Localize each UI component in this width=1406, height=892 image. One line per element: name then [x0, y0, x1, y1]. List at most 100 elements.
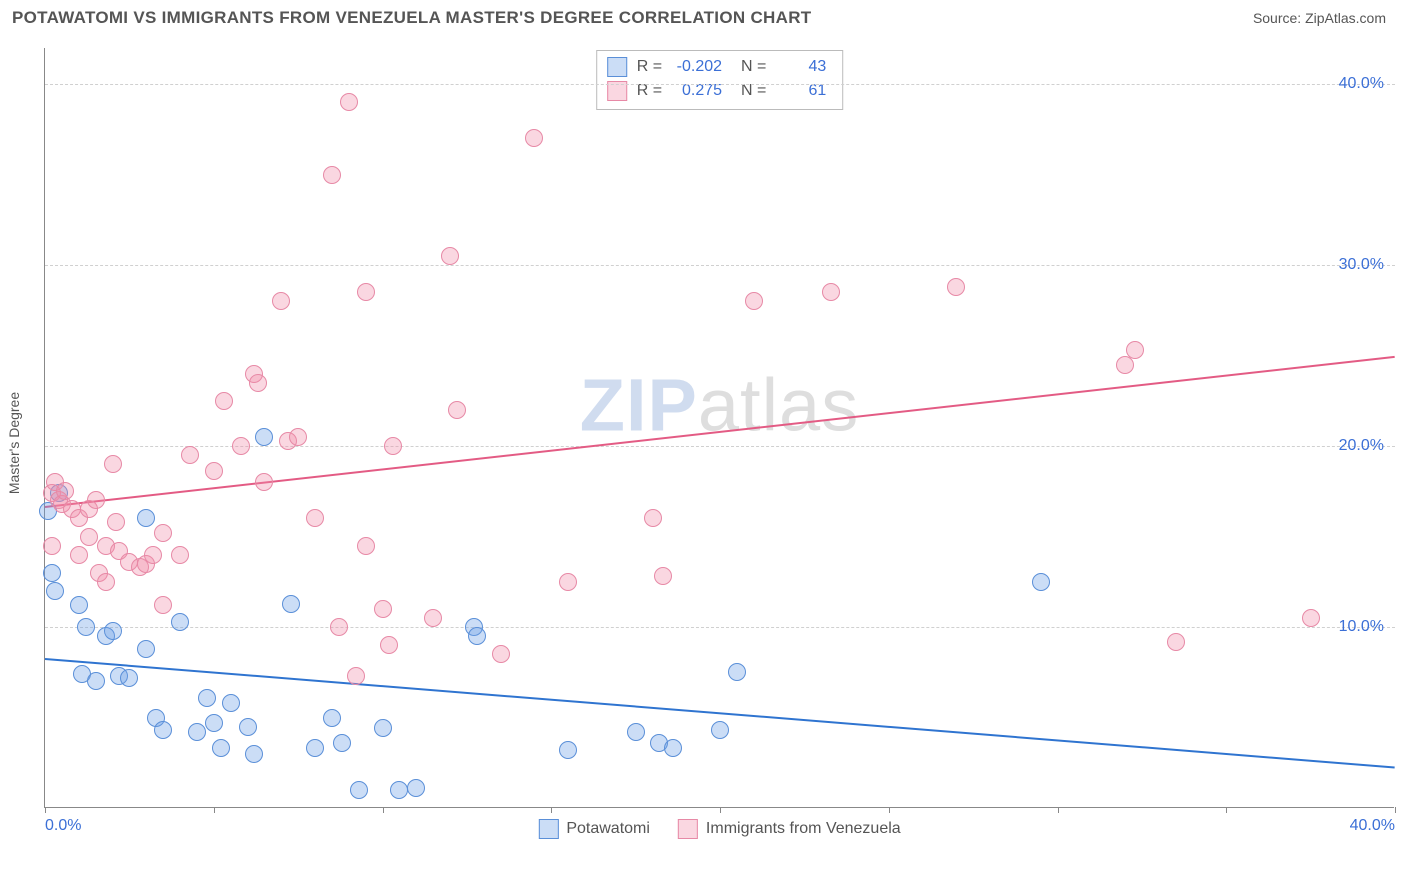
scatter-point: [947, 278, 965, 296]
gridline: [45, 84, 1395, 85]
plot-area: ZIPatlas R = -0.202 N = 43 R = 0.275 N =…: [44, 48, 1394, 808]
scatter-point: [1126, 341, 1144, 359]
scatter-point: [711, 721, 729, 739]
scatter-point: [380, 636, 398, 654]
scatter-point: [137, 640, 155, 658]
x-tick-label: 0.0%: [45, 817, 81, 835]
scatter-point: [272, 292, 290, 310]
legend-swatch-blue: [538, 819, 558, 839]
scatter-point: [104, 455, 122, 473]
scatter-point: [654, 567, 672, 585]
scatter-point: [559, 741, 577, 759]
scatter-point: [154, 524, 172, 542]
scatter-point: [120, 669, 138, 687]
scatter-point: [198, 689, 216, 707]
scatter-point: [154, 721, 172, 739]
scatter-point: [822, 283, 840, 301]
y-axis-label: Master's Degree: [6, 392, 22, 494]
scatter-point: [181, 446, 199, 464]
scatter-point: [255, 428, 273, 446]
x-tick: [383, 807, 384, 813]
scatter-point: [70, 596, 88, 614]
scatter-point: [43, 564, 61, 582]
scatter-point: [212, 739, 230, 757]
scatter-point: [97, 573, 115, 591]
chart-title: POTAWATOMI VS IMMIGRANTS FROM VENEZUELA …: [12, 8, 811, 28]
x-tick: [1226, 807, 1227, 813]
chart-area: Master's Degree ZIPatlas R = -0.202 N = …: [44, 48, 1394, 838]
scatter-point: [249, 374, 267, 392]
scatter-point: [282, 595, 300, 613]
scatter-point: [188, 723, 206, 741]
stats-legend-row: R = 0.275 N = 61: [607, 79, 827, 103]
scatter-point: [104, 622, 122, 640]
scatter-point: [441, 247, 459, 265]
scatter-point: [222, 694, 240, 712]
scatter-point: [390, 781, 408, 799]
scatter-point: [347, 667, 365, 685]
scatter-point: [154, 596, 172, 614]
scatter-point: [232, 437, 250, 455]
legend-swatch-pink: [678, 819, 698, 839]
scatter-point: [525, 129, 543, 147]
scatter-point: [87, 672, 105, 690]
x-tick: [45, 807, 46, 813]
scatter-point: [357, 283, 375, 301]
y-tick-label: 10.0%: [1339, 618, 1384, 636]
x-tick-label: 40.0%: [1350, 817, 1395, 835]
scatter-point: [205, 462, 223, 480]
x-tick: [889, 807, 890, 813]
scatter-point: [255, 473, 273, 491]
y-tick-label: 20.0%: [1339, 437, 1384, 455]
scatter-point: [239, 718, 257, 736]
scatter-point: [87, 491, 105, 509]
scatter-point: [664, 739, 682, 757]
scatter-point: [171, 613, 189, 631]
scatter-point: [215, 392, 233, 410]
scatter-point: [137, 509, 155, 527]
legend-item: Potawatomi: [538, 819, 650, 839]
legend-item: Immigrants from Venezuela: [678, 819, 901, 839]
scatter-point: [357, 537, 375, 555]
scatter-point: [306, 509, 324, 527]
scatter-point: [77, 618, 95, 636]
scatter-point: [350, 781, 368, 799]
series-legend: Potawatomi Immigrants from Venezuela: [538, 819, 900, 839]
stats-legend-row: R = -0.202 N = 43: [607, 55, 827, 79]
gridline: [45, 265, 1395, 266]
x-tick: [551, 807, 552, 813]
y-tick-label: 30.0%: [1339, 256, 1384, 274]
scatter-point: [1302, 609, 1320, 627]
x-tick: [1058, 807, 1059, 813]
scatter-point: [559, 573, 577, 591]
chart-header: POTAWATOMI VS IMMIGRANTS FROM VENEZUELA …: [0, 0, 1406, 28]
scatter-point: [1167, 633, 1185, 651]
gridline: [45, 627, 1395, 628]
scatter-point: [330, 618, 348, 636]
scatter-point: [205, 714, 223, 732]
watermark: ZIPatlas: [580, 362, 859, 447]
y-tick-label: 40.0%: [1339, 75, 1384, 93]
scatter-point: [323, 709, 341, 727]
scatter-point: [306, 739, 324, 757]
scatter-point: [627, 723, 645, 741]
scatter-point: [171, 546, 189, 564]
scatter-point: [56, 482, 74, 500]
scatter-point: [745, 292, 763, 310]
scatter-point: [333, 734, 351, 752]
scatter-point: [323, 166, 341, 184]
stats-legend: R = -0.202 N = 43 R = 0.275 N = 61: [596, 50, 844, 110]
scatter-point: [448, 401, 466, 419]
scatter-point: [1032, 573, 1050, 591]
scatter-point: [289, 428, 307, 446]
scatter-point: [492, 645, 510, 663]
scatter-point: [107, 513, 125, 531]
scatter-point: [407, 779, 425, 797]
scatter-point: [374, 719, 392, 737]
scatter-point: [644, 509, 662, 527]
chart-source: Source: ZipAtlas.com: [1253, 10, 1386, 26]
scatter-point: [424, 609, 442, 627]
scatter-point: [468, 627, 486, 645]
scatter-point: [384, 437, 402, 455]
scatter-point: [245, 745, 263, 763]
